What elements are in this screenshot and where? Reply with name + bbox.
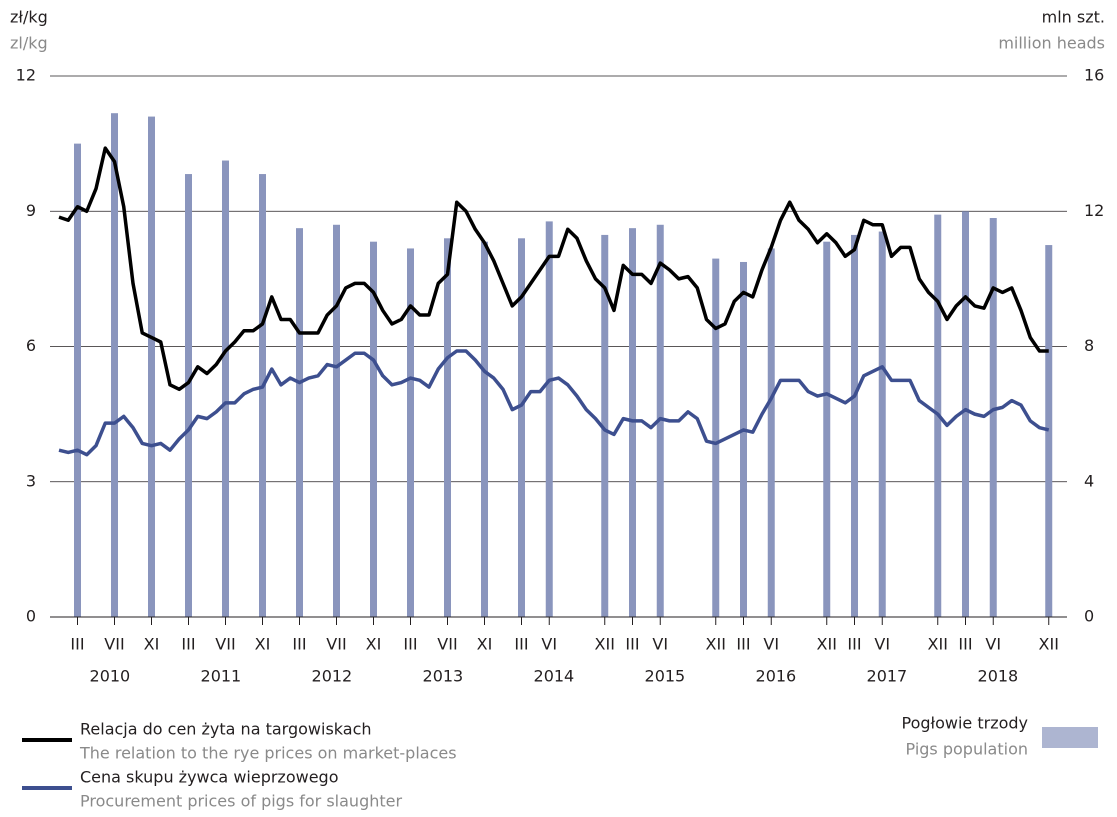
- bar: [989, 218, 997, 617]
- bar: [851, 234, 858, 617]
- x-tick-label: VI: [541, 635, 557, 654]
- y-unit: zł/kg: [10, 8, 48, 27]
- year-label: 2018: [978, 667, 1019, 686]
- y2-tick-label: 16: [1084, 66, 1104, 85]
- x-tick-label: III: [736, 635, 750, 654]
- legend-label: Pogłowie trzody: [902, 714, 1028, 733]
- y-unit-en: zl/kg: [10, 34, 48, 53]
- y2-tick-label: 0: [1084, 607, 1094, 626]
- year-label: 2017: [867, 667, 908, 686]
- y2-tick-label: 12: [1084, 201, 1104, 220]
- bar: [712, 258, 720, 617]
- x-tick-label: III: [403, 635, 417, 654]
- legend-label-en: Procurement prices of pigs for slaughter: [80, 792, 402, 811]
- bar: [962, 211, 969, 617]
- x-tick-label: XII: [817, 635, 837, 654]
- y2-tick-label: 4: [1084, 471, 1094, 490]
- x-tick-label: III: [625, 635, 639, 654]
- year-label: 2010: [90, 667, 131, 686]
- bar: [444, 238, 451, 618]
- x-tick-label: VII: [326, 635, 346, 654]
- y-tick-label: 9: [26, 201, 36, 220]
- year-label: 2012: [312, 667, 353, 686]
- legend-label-en: Pigs population: [906, 740, 1028, 759]
- legend-swatch: [1042, 727, 1098, 748]
- bar: [148, 116, 155, 617]
- bar: [545, 221, 553, 618]
- x-tick-label: III: [70, 635, 84, 654]
- bar: [518, 238, 525, 618]
- x-tick-label: XII: [706, 635, 726, 654]
- x-tick-label: XI: [366, 635, 382, 654]
- bar: [878, 231, 886, 617]
- x-tick-label: III: [292, 635, 306, 654]
- y-tick-label: 6: [26, 336, 36, 355]
- x-tick-label: VII: [437, 635, 457, 654]
- x-tick-label: XI: [144, 635, 160, 654]
- y2-unit: mln szt.: [1042, 8, 1105, 27]
- legend-label-en: The relation to the rye prices on market…: [79, 744, 457, 763]
- year-label: 2013: [423, 667, 464, 686]
- year-label: 2015: [645, 667, 686, 686]
- year-label: 2016: [756, 667, 797, 686]
- x-tick-label: XII: [595, 635, 615, 654]
- year-label: 2014: [534, 667, 575, 686]
- x-tick-label: XI: [477, 635, 493, 654]
- x-tick-label: III: [847, 635, 861, 654]
- y2-tick-label: 8: [1084, 336, 1094, 355]
- bar: [481, 241, 488, 617]
- bar: [823, 241, 831, 617]
- bar: [259, 174, 266, 617]
- legend-label: Relacja do cen żyta na targowiskach: [80, 720, 372, 739]
- x-tick-label: XII: [1039, 635, 1059, 654]
- bar: [740, 261, 747, 617]
- bar: [767, 248, 775, 617]
- bar: [185, 174, 192, 617]
- x-tick-label: XII: [928, 635, 948, 654]
- x-tick-label: VI: [874, 635, 890, 654]
- x-tick-label: III: [958, 635, 972, 654]
- x-tick-label: VI: [652, 635, 668, 654]
- bar: [74, 143, 81, 617]
- legend-label: Cena skupu żywca wieprzowego: [80, 768, 339, 787]
- bar: [370, 241, 377, 617]
- line: [58, 349, 1050, 457]
- bar: [1045, 245, 1053, 617]
- bar: [222, 160, 229, 617]
- x-tick-label: VII: [104, 635, 124, 654]
- bar: [407, 248, 414, 617]
- y-tick-label: 3: [26, 471, 36, 490]
- x-tick-label: III: [514, 635, 528, 654]
- y2-unit-en: million heads: [998, 34, 1105, 53]
- y-tick-label: 12: [16, 66, 36, 85]
- year-label: 2011: [201, 667, 242, 686]
- x-tick-label: VI: [985, 635, 1001, 654]
- bar: [333, 224, 340, 617]
- x-tick-label: VI: [763, 635, 779, 654]
- bar: [601, 234, 609, 617]
- y-tick-label: 0: [26, 607, 36, 626]
- x-tick-label: III: [181, 635, 195, 654]
- bar: [111, 113, 118, 617]
- x-tick-label: XI: [255, 635, 271, 654]
- line: [58, 146, 1049, 392]
- x-tick-label: VII: [215, 635, 235, 654]
- bar: [296, 228, 303, 617]
